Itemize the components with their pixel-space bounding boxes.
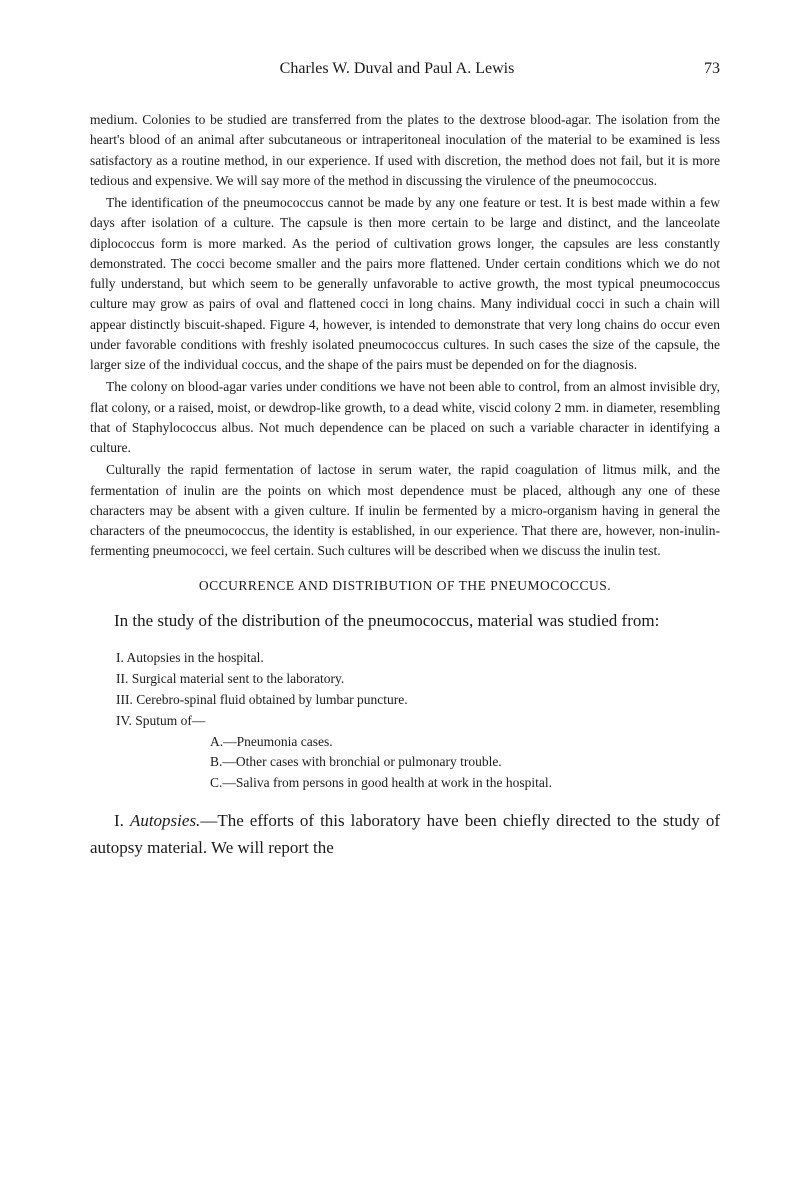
page-header: Charles W. Duval and Paul A. Lewis 73 — [90, 60, 720, 78]
list-item-3: III. Cerebro-spinal fluid obtained by lu… — [116, 690, 720, 711]
header-title: Charles W. Duval and Paul A. Lewis — [90, 60, 704, 78]
final-prefix: I. — [114, 811, 130, 830]
intro-text: In the study of the distribution of the … — [90, 608, 720, 634]
final-paragraph: I. Autopsies.—The efforts of this labora… — [90, 808, 720, 861]
list-item-2: II. Surgical material sent to the labora… — [116, 669, 720, 690]
list-item-1: I. Autopsies in the hospital. — [116, 648, 720, 669]
final-italic: Autopsies. — [130, 811, 200, 830]
paragraph-1: medium. Colonies to be studied are trans… — [90, 110, 720, 191]
paragraph-3: The colony on blood-agar varies under co… — [90, 377, 720, 458]
paragraph-4: Culturally the rapid fermentation of lac… — [90, 460, 720, 561]
section-heading: OCCURRENCE AND DISTRIBUTION OF THE PNEUM… — [90, 578, 720, 594]
list-item-4: IV. Sputum of— — [116, 711, 720, 732]
paragraph-2: The identification of the pneumococcus c… — [90, 193, 720, 375]
page-number: 73 — [704, 60, 720, 78]
sublist-item-c: C.—Saliva from persons in good health at… — [210, 773, 720, 794]
sublist-item-b: B.—Other cases with bronchial or pulmona… — [210, 752, 720, 773]
sublist-item-a: A.—Pneumonia cases. — [210, 732, 720, 753]
